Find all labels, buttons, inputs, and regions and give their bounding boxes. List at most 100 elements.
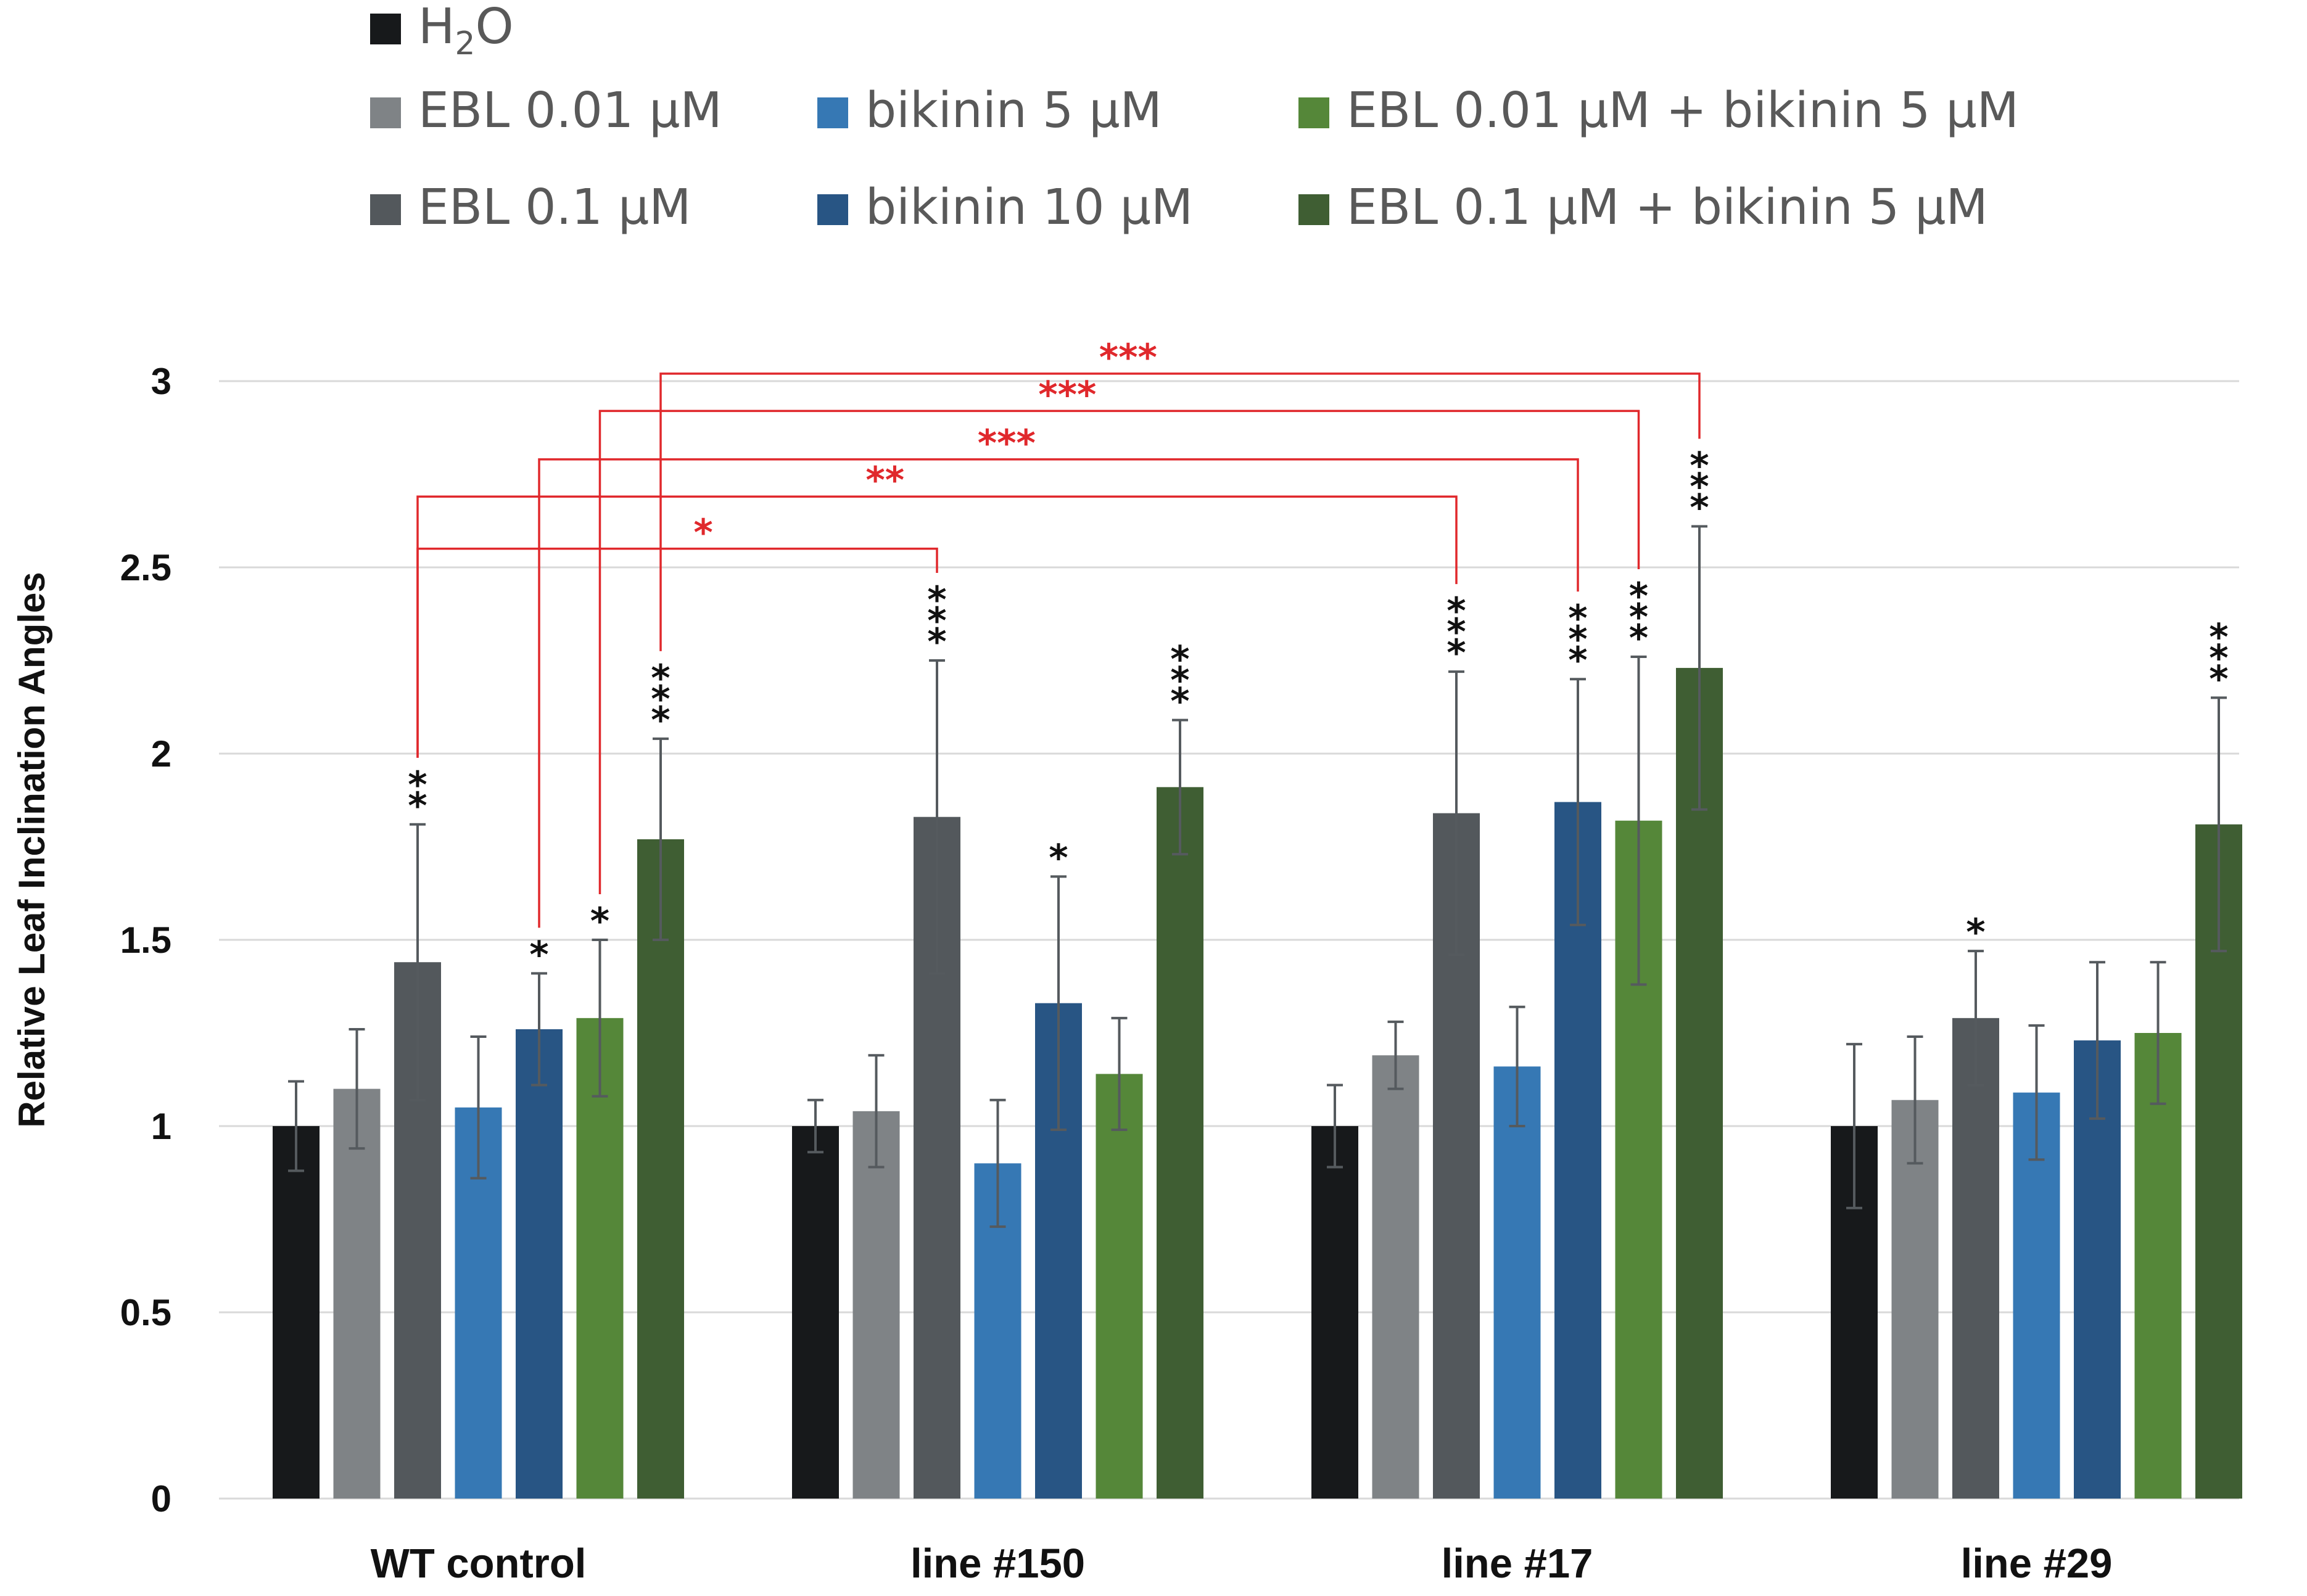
bar: [516, 1029, 563, 1499]
error-bar: [989, 1098, 1006, 1228]
error-bar: [1509, 1005, 1525, 1127]
comparison-brackets: ************: [416, 336, 1701, 928]
significance-star: *: [927, 599, 946, 643]
y-tick-label: 1: [151, 1106, 171, 1147]
comparison-bracket: ***: [659, 336, 1701, 651]
error-bar: [1907, 1035, 1923, 1165]
error-bar: [868, 1054, 885, 1169]
legend-label: EBL 0.1 µM: [418, 179, 691, 236]
significance-star: *: [1447, 611, 1466, 654]
error-bar: [929, 659, 945, 975]
y-tick-label: 2: [151, 733, 171, 775]
bar: [637, 839, 684, 1499]
legend-label: EBL 0.01 µM + bikinin 5 µM: [1347, 82, 2019, 139]
legend-label: H2O: [418, 0, 514, 62]
significance-star: *: [2209, 657, 2228, 701]
error-bar: [2089, 961, 2105, 1120]
error-bar: [2028, 1024, 2045, 1161]
bar: [792, 1126, 839, 1499]
error-bar: [1050, 875, 1067, 1132]
significance-star: *: [1690, 487, 1709, 530]
legend-item: EBL 0.1 µM: [370, 179, 691, 236]
error-bar: [1846, 1043, 1862, 1209]
significance-star: *: [1568, 597, 1587, 640]
y-tick-label: 2.5: [120, 547, 171, 588]
bar: [1891, 1100, 1939, 1499]
x-category-label: line #17: [1442, 1540, 1593, 1587]
error-bar: [1387, 1020, 1404, 1090]
bar: [852, 1111, 900, 1499]
significance-star: *: [651, 657, 670, 700]
significance-star: *: [651, 699, 670, 742]
x-category-label: WT control: [371, 1540, 587, 1587]
bar: [1493, 1066, 1541, 1499]
significance-star: *: [1629, 617, 1648, 660]
legend-label: bikinin 5 µM: [865, 82, 1162, 139]
error-bar: [288, 1080, 304, 1172]
y-tick-label: 0: [151, 1478, 171, 1520]
comparison-bracket: ***: [598, 373, 1640, 894]
error-bar: [807, 1098, 823, 1154]
bar: [2134, 1033, 2182, 1499]
legend-label: bikinin 10 µM: [865, 179, 1193, 236]
error-bar: [1327, 1084, 1343, 1169]
y-tick-label: 3: [151, 361, 171, 402]
error-bars: [288, 525, 2227, 1228]
legend-item: bikinin 10 µM: [817, 179, 1193, 236]
error-bar: [470, 1035, 487, 1180]
legend-item: EBL 0.01 µM: [370, 82, 722, 139]
error-bar: [592, 939, 608, 1098]
legend-swatch: [817, 194, 848, 225]
y-tick-label: 0.5: [120, 1292, 171, 1333]
significance-star: *: [408, 784, 427, 828]
significance-star: *: [590, 900, 609, 943]
legend-swatch: [370, 194, 401, 225]
x-category-label: line #150: [910, 1540, 1085, 1587]
significance-star: *: [927, 578, 946, 622]
significance-star: *: [1568, 639, 1587, 682]
legend-swatch: [1298, 97, 1329, 128]
error-bar: [349, 1027, 365, 1150]
significance-star: *: [1170, 638, 1189, 681]
bar: [1096, 1074, 1143, 1499]
x-axis-categories: WT control line #150 line #17 line #29: [371, 1540, 2113, 1587]
bars: [273, 668, 2242, 1499]
significance-star: *: [1629, 575, 1648, 618]
legend-swatch: [370, 97, 401, 128]
significance-star: *: [1049, 836, 1068, 879]
significance-star: *: [1690, 445, 1709, 488]
error-bar: [2211, 696, 2227, 953]
bar: [576, 1018, 624, 1499]
significance-marks: ******************************: [408, 445, 2228, 977]
significance-star: *: [1629, 596, 1648, 639]
significance-star: *: [529, 933, 548, 976]
error-bar: [1172, 718, 1188, 856]
legend-item: EBL 0.1 µM + bikinin 5 µM: [1298, 179, 1988, 236]
legend-swatch: [370, 14, 401, 44]
error-bar: [1570, 678, 1586, 926]
bar: [333, 1088, 381, 1499]
y-axis-ticks: 0 0.5 1 1.5 2 2.5 3: [120, 361, 171, 1520]
significance-star: *: [1447, 590, 1466, 633]
bar: [1311, 1126, 1358, 1499]
comparison-label: **: [865, 459, 904, 502]
legend-swatch: [817, 97, 848, 128]
error-bar: [1691, 525, 1707, 811]
legend-swatch: [1298, 194, 1329, 225]
significance-star: *: [1966, 911, 1985, 954]
error-bar: [1968, 950, 1984, 1087]
comparison-bracket: ***: [538, 422, 1579, 928]
significance-star: *: [1170, 659, 1189, 702]
bar: [1952, 1018, 1999, 1499]
legend-label: EBL 0.1 µM + bikinin 5 µM: [1347, 179, 1988, 236]
legend-label: EBL 0.01 µM: [418, 82, 722, 139]
error-bar: [2150, 961, 2166, 1105]
error-bar: [1111, 1016, 1128, 1132]
significance-star: *: [408, 763, 427, 807]
comparison-label: ***: [978, 422, 1036, 465]
significance-star: *: [1447, 631, 1466, 675]
significance-star: *: [1690, 466, 1709, 509]
legend-item: H2O: [370, 0, 514, 62]
error-bar: [1630, 655, 1647, 986]
